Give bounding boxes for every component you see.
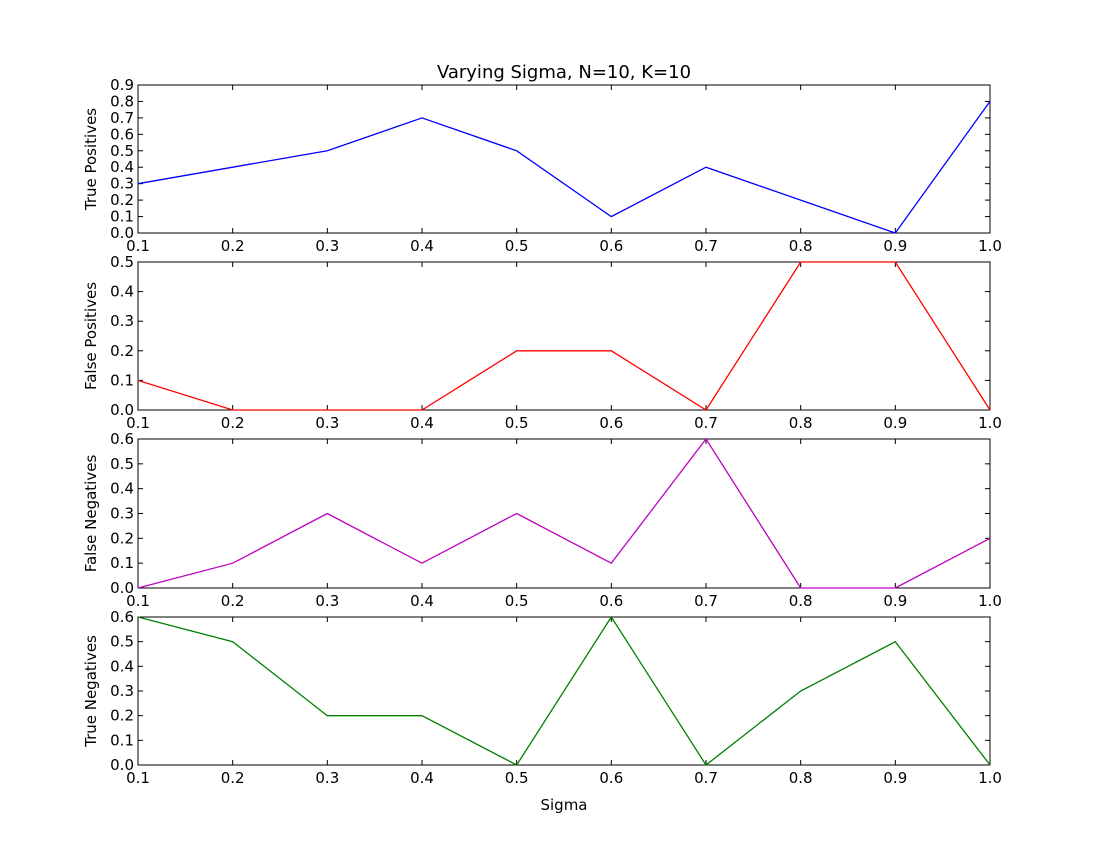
subplot-3: 0.1 0.2 0.3 0.4 0.5 0.6 0.7 0.8 0.9 1.00.00.10.20… [82,430,1002,610]
x-tick-label: 0.1 [126,237,150,255]
y-tick-label: 0.3 [110,505,134,523]
series-line [137,261,991,411]
x-tick-label: 0.4 [410,769,434,787]
y-tick-label: 0.0 [110,224,134,242]
y-tick-label: 0.3 [110,312,134,330]
y-tick-label: 0.8 [110,92,134,110]
y-tick-label: 0.5 [110,455,134,473]
y-tick-label: 0.1 [110,371,134,389]
x-tick-label: 0.6 [599,769,623,787]
x-tick-label: 0.2 [221,769,245,787]
y-tick-label: 0.6 [110,430,134,448]
subplots: 0.1 0.2 0.3 0.4 0.5 0.6 0.7 0.8 0.9 1.00.00.10.20… [82,76,1002,787]
y-tick-label: 0.4 [110,480,134,498]
x-tick-label: 0.7 [694,237,718,255]
plot-frame [137,438,991,589]
series-line [137,615,991,766]
y-tick-label: 0.4 [110,283,134,301]
x-tick-label: 0.8 [789,414,813,432]
y-tick-label: 0.4 [110,657,134,675]
series-line [137,101,991,234]
x-tick-label: 0.8 [789,237,813,255]
x-tick-label: 1.0 [978,769,1002,787]
y-tick-label: 0.3 [110,682,134,700]
x-tick-label: 0.2 [221,237,245,255]
x-tick-label: 0.6 [599,414,623,432]
x-tick-label: 0.3 [315,769,339,787]
x-tick-label: 0.5 [505,769,529,787]
x-tick-label: 0.3 [315,592,339,610]
x-tick-label: 0.1 [126,414,150,432]
x-tick-label: 0.9 [883,237,907,255]
x-tick-label: 0.8 [789,769,813,787]
y-axis-label: True Negatives [82,635,100,748]
y-tick-label: 0.5 [110,253,134,271]
x-tick-label: 0.6 [599,592,623,610]
x-tick-label: 1.0 [978,237,1002,255]
plot-frame [137,261,991,411]
x-tick-label: 0.6 [599,237,623,255]
y-tick-label: 0.5 [110,633,134,651]
y-tick-label: 0.9 [110,76,134,94]
y-axis-label: False Negatives [82,455,100,573]
y-axis-label: True Positives [82,108,100,211]
y-tick-label: 0.1 [110,731,134,749]
y-tick-label: 0.0 [110,579,134,597]
y-tick-label: 0.0 [110,756,134,774]
y-tick-label: 0.2 [110,529,134,547]
x-tick-label: 0.2 [221,592,245,610]
y-tick-label: 0.2 [110,191,134,209]
x-tick-label: 0.9 [883,592,907,610]
y-tick-label: 0.1 [110,554,134,572]
x-tick-label: 0.4 [410,237,434,255]
x-tick-label: 0.4 [410,592,434,610]
plot-frame [137,84,991,234]
x-tick-label: 0.9 [883,769,907,787]
x-tick-label: 0.8 [789,592,813,610]
x-tick-label: 0.3 [315,414,339,432]
y-axis-label: False Positives [82,282,100,390]
x-tick-label: 0.9 [883,414,907,432]
subplot-2: 0.1 0.2 0.3 0.4 0.5 0.6 0.7 0.8 0.9 1.00.00.10.20… [82,253,1002,432]
x-tick-label: 0.5 [505,592,529,610]
y-tick-label: 0.3 [110,175,134,193]
x-tick-label: 0.7 [694,414,718,432]
y-tick-label: 0.6 [110,125,134,143]
series-line [137,437,991,589]
subplot-4: 0.1 0.2 0.3 0.4 0.5 0.6 0.7 0.8 0.9 1.00.00.10.20… [82,608,1002,787]
y-tick-label: 0.2 [110,342,134,360]
y-tick-label: 0.2 [110,707,134,725]
y-tick-label: 0.1 [110,208,134,226]
subplot-1: 0.1 0.2 0.3 0.4 0.5 0.6 0.7 0.8 0.9 1.00.00.10.20… [82,76,1002,255]
y-tick-label: 0.7 [110,109,134,127]
x-axis-label: Sigma [540,796,587,814]
x-tick-label: 0.3 [315,237,339,255]
x-tick-label: 0.4 [410,414,434,432]
x-tick-label: 1.0 [978,592,1002,610]
y-tick-label: 0.4 [110,158,134,176]
y-tick-label: 0.6 [110,608,134,626]
x-tick-label: 0.1 [126,769,150,787]
x-tick-label: 0.5 [505,414,529,432]
y-tick-label: 0.5 [110,142,134,160]
chart-title: Varying Sigma, N=10, K=10 [437,62,691,83]
x-tick-label: 0.2 [221,414,245,432]
x-tick-label: 0.7 [694,592,718,610]
x-tick-label: 0.1 [126,592,150,610]
x-tick-label: 0.7 [694,769,718,787]
x-tick-label: 0.5 [505,237,529,255]
y-tick-label: 0.0 [110,401,134,419]
x-tick-label: 1.0 [978,414,1002,432]
